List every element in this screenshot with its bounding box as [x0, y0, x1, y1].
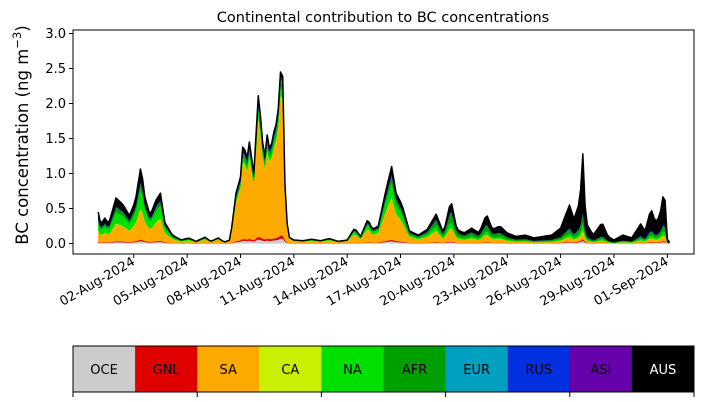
legend-swatch-afr: [383, 346, 446, 392]
y-tick-label: 0.0: [45, 237, 66, 252]
legend-swatch-oce: [73, 346, 136, 392]
legend-label-gnl: GNL: [153, 363, 181, 378]
y-tick-label: 2.0: [45, 97, 66, 112]
y-tick-label: 1.0: [45, 167, 66, 182]
legend-label-ca: CA: [281, 363, 299, 378]
stacked-area-layers: [98, 71, 670, 244]
legend-swatch-gnl: [135, 346, 198, 392]
legend-label-afr: AFR: [402, 363, 427, 378]
y-tick-label: 2.5: [45, 62, 66, 77]
legend-label-sa: SA: [220, 363, 237, 378]
legend-frame: [72, 345, 695, 393]
y-axis-label-superscript: −3: [10, 32, 24, 49]
legend-label-rus: RUS: [525, 363, 552, 378]
legend-label-na: NA: [343, 363, 362, 378]
legend-swatch-asi: [569, 346, 633, 392]
legend-label-asi: ASI: [590, 363, 611, 378]
region-legend-colorbar: OCE GNL SA CA NA AFR EUR RUS ASI AUS: [72, 345, 695, 397]
legend-label-oce: OCE: [90, 363, 118, 378]
legend-swatch-ca: [259, 346, 322, 392]
legend-swatch-eur: [445, 346, 509, 392]
legend-swatch-na: [321, 346, 384, 392]
total-concentration-line: [97, 71, 671, 243]
y-axis-label: BC concentration (ng m−3): [10, 25, 32, 244]
plot-frame: [72, 29, 695, 255]
legend-label-eur: EUR: [463, 363, 490, 378]
legend-swatch-sa: [197, 346, 260, 392]
total-outline-group: [97, 71, 671, 243]
y-tick-label: 0.5: [45, 202, 66, 217]
y-tick-label: 1.5: [45, 132, 66, 147]
legend-label-aus: AUS: [650, 363, 677, 378]
y-axis-label-close: ): [13, 25, 32, 31]
x-axis: 02-Aug-202405-Aug-202408-Aug-202411-Aug-…: [57, 254, 671, 310]
y-axis: 0.0 0.5 1.0 1.5 2.0 2.5 3.0: [45, 27, 73, 252]
legend-swatch-aus: [631, 346, 695, 392]
chart-title: Continental contribution to BC concentra…: [217, 10, 549, 26]
y-axis-label-text: BC concentration (ng m: [13, 49, 32, 245]
legend-swatch-rus: [507, 346, 571, 392]
y-tick-label: 3.0: [45, 27, 66, 42]
